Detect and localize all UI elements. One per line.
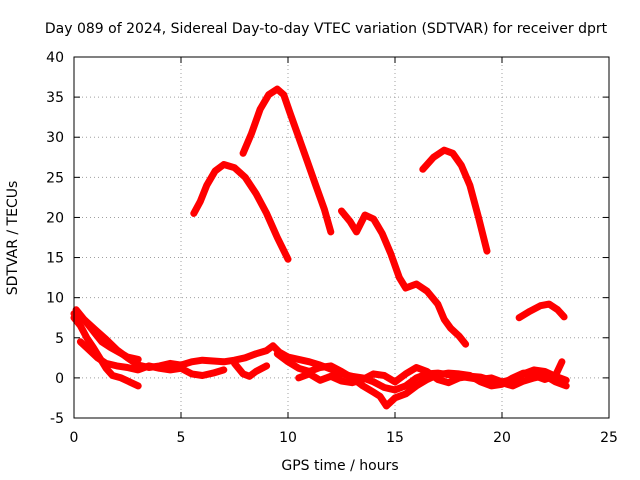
series-arc-4 <box>419 146 491 255</box>
y-tick-label: 35 <box>46 90 64 106</box>
x-tick-label: 5 <box>177 430 186 446</box>
series-low-4 <box>76 338 228 379</box>
series-arc-1 <box>190 161 292 263</box>
series-arc-2 <box>239 85 335 236</box>
x-tick-label: 25 <box>600 430 618 446</box>
x-tick-label: 15 <box>386 430 404 446</box>
y-tick-label: 5 <box>55 331 64 347</box>
series-low-2 <box>70 314 142 390</box>
plot-frame <box>73 56 610 419</box>
y-tick-label: 40 <box>46 50 64 66</box>
y-tick-label: 25 <box>46 170 64 186</box>
series-low-7 <box>295 364 570 390</box>
x-axis-label: GPS time / hours <box>281 458 398 474</box>
x-tick-label: 0 <box>70 430 79 446</box>
x-axis-ticks: 0 5 10 15 20 25 <box>70 57 618 446</box>
y-tick-label: 10 <box>46 291 64 307</box>
y-tick-label: -5 <box>50 411 64 427</box>
y-axis-ticks: -5 0 5 10 15 20 25 30 35 40 <box>46 50 609 427</box>
chart-title: Day 089 of 2024, Sidereal Day-to-day VTE… <box>45 21 608 37</box>
x-tick-label: 10 <box>279 430 297 446</box>
series-arc-5 <box>515 300 568 322</box>
x-tick-label: 20 <box>493 430 511 446</box>
y-tick-label: 15 <box>46 251 64 267</box>
series-arc-3 <box>338 207 470 348</box>
series-low-6 <box>273 350 566 410</box>
series-low-3 <box>72 306 142 363</box>
y-tick-label: 20 <box>46 210 64 226</box>
series-group <box>70 85 570 410</box>
grid-y <box>74 96 609 379</box>
y-axis-label: SDTVAR / TECUs <box>5 181 21 296</box>
series-low-5 <box>231 359 271 380</box>
y-tick-label: 0 <box>55 371 64 387</box>
y-tick-label: 30 <box>46 130 64 146</box>
